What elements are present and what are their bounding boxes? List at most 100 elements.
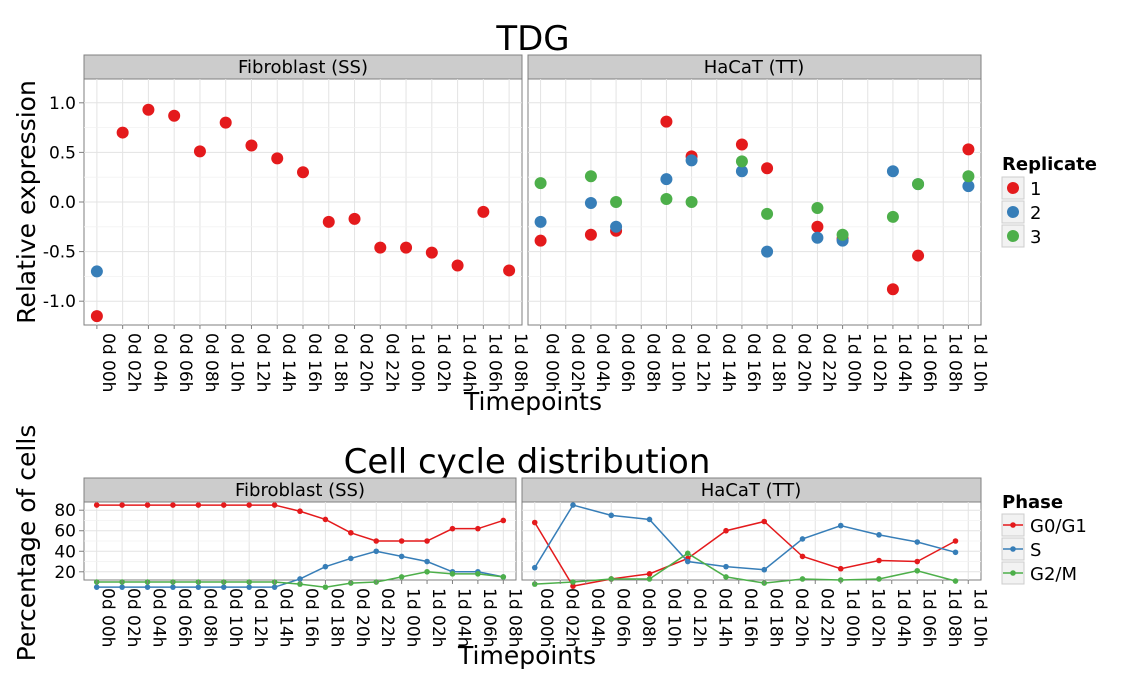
line-point-s xyxy=(93,584,100,590)
x-tick-label: 0d 00h xyxy=(98,588,118,647)
scatter-point-2 xyxy=(886,165,899,178)
scatter-point-1 xyxy=(168,109,181,122)
line-point-s xyxy=(914,539,921,545)
x-tick-label: 0d 20h xyxy=(352,588,372,647)
line-point-s xyxy=(348,555,354,562)
x-tick-label: 0d 10h xyxy=(663,588,683,647)
facet-hacat-expression: HaCaT (TT) 0d 00h 0d 02h 0d 04h 0d 06h 0d 08… xyxy=(527,54,989,392)
scatter-point-2 xyxy=(735,165,748,178)
x-tick-label: 1d 06h xyxy=(918,588,938,647)
scatter-point-3 xyxy=(811,201,824,214)
x-tick-label: 0d 06h xyxy=(612,588,632,647)
legend-label-2: 2 xyxy=(1030,203,1041,224)
x-tick-label: 1d 04h xyxy=(893,588,913,647)
scatter-point-3 xyxy=(962,170,975,183)
gridlines xyxy=(84,502,516,580)
scatter-point-2 xyxy=(962,180,975,193)
x-tick-label: 1d 04h xyxy=(453,588,473,647)
scatter-point-1 xyxy=(477,205,490,218)
x-tick-label: 1d 02h xyxy=(869,333,889,392)
facet-fibroblast-expression: Fibroblast (SS) 0d 00h 0d 02h 0d 04h 0d 06h… xyxy=(83,54,530,392)
line-point-g2-m xyxy=(322,584,329,590)
line-point-g0-g1 xyxy=(373,538,380,544)
x-tick-label: 1d 06h xyxy=(479,588,499,647)
y-tick-label: 40 xyxy=(54,542,76,562)
scatter-point-1 xyxy=(271,152,284,165)
x-tick-label: 0d 06h xyxy=(617,333,637,392)
scatter-point-1 xyxy=(219,116,232,129)
line-point-g2-m xyxy=(449,571,456,577)
line-point-s xyxy=(684,558,691,565)
line-point-g0-g1 xyxy=(322,516,329,523)
x-tick-label: 0d 12h xyxy=(252,333,272,392)
scatter-point-1 xyxy=(886,283,899,296)
line-point-s xyxy=(170,584,176,590)
x-tick-label: 0d 22h xyxy=(816,588,836,647)
scatter-point-3 xyxy=(685,196,698,208)
x-tick-label: 0d 14h xyxy=(276,588,296,647)
scatter-point-1 xyxy=(503,264,516,277)
line-point-s xyxy=(144,584,151,590)
scatter-point-1 xyxy=(534,234,547,247)
x-tick-label: 1d 06h xyxy=(919,333,939,392)
x-tick-label: 0d 18h xyxy=(768,333,788,392)
legend-swatch-point xyxy=(1007,206,1019,218)
scatter-point-2 xyxy=(811,231,824,244)
scatter-point-1 xyxy=(193,145,206,158)
x-tick-label: 0d 02h xyxy=(123,588,143,647)
scatter-point-1 xyxy=(761,162,774,175)
scatter-point-3 xyxy=(660,193,673,206)
y-axis-ticks: -1.0 -0.5 0.0 0.5 1.0 xyxy=(43,94,84,312)
x-tick-label: 0d 00h xyxy=(98,333,118,392)
x-tick-label: 0d 18h xyxy=(326,588,346,647)
line-point-g2-m xyxy=(876,576,882,582)
line-point-g0-g1 xyxy=(246,502,252,508)
scatter-point-3 xyxy=(912,178,925,191)
scatter-point-1 xyxy=(584,228,597,241)
scatter-point-3 xyxy=(534,177,547,190)
line-point-g0-g1 xyxy=(500,517,507,524)
line-point-s xyxy=(646,516,653,523)
gridlines xyxy=(528,79,981,325)
x-tick-label: 1d 00h xyxy=(407,333,427,392)
facet-hacat-cell-cycle: HaCaT (TT) 0d 00h 0d 02h 0d 04h 0d 06h 0d 08… xyxy=(521,477,989,647)
legend-label-g2-m: G2/M xyxy=(1030,564,1077,585)
cell-cycle-chart: Cell cycle distribution Fibroblast (SS) … xyxy=(12,425,1087,670)
line-point-g0-g1 xyxy=(475,525,481,532)
line-point-g2-m xyxy=(646,576,653,582)
line-point-s xyxy=(246,584,252,590)
line-point-g0-g1 xyxy=(170,502,176,508)
line-point-g2-m xyxy=(608,576,615,582)
x-tick-label: 0d 22h xyxy=(381,333,401,392)
data-points xyxy=(90,103,516,323)
line-point-s xyxy=(723,563,729,570)
line-point-g0-g1 xyxy=(531,519,538,526)
x-axis-title: Timepoints xyxy=(457,641,596,670)
x-tick-label: 0d 08h xyxy=(638,588,658,647)
line-point-g2-m xyxy=(914,567,921,574)
legend-title: Replicate xyxy=(1002,154,1097,175)
line-point-g2-m xyxy=(475,571,481,577)
x-tick-label: 1d 02h xyxy=(433,333,453,392)
line-point-g0-g1 xyxy=(646,571,653,577)
x-tick-label: 1d 08h xyxy=(944,333,964,392)
legend-label-3: 3 xyxy=(1030,227,1041,248)
x-axis-title: Timepoints xyxy=(463,387,602,416)
x-axis-ticks: 0d 00h 0d 02h 0d 04h 0d 06h 0d 08h 0d 10h 0d 1… xyxy=(96,325,530,392)
scatter-point-3 xyxy=(735,155,748,168)
x-tick-label: 0d 04h xyxy=(592,333,612,392)
line-point-g0-g1 xyxy=(570,583,576,589)
x-tick-label: 0d 00h xyxy=(536,588,556,647)
line-point-s xyxy=(761,566,768,573)
x-tick-label: 0d 04h xyxy=(149,588,169,647)
line-point-s xyxy=(952,549,959,556)
scatter-point-1 xyxy=(400,241,413,254)
x-tick-label: 0d 10h xyxy=(225,588,245,647)
scatter-point-1 xyxy=(962,143,975,156)
x-tick-label: 0d 06h xyxy=(175,333,195,392)
line-point-s xyxy=(271,584,278,590)
y-tick-label: -1.0 xyxy=(43,292,76,312)
line-point-s xyxy=(119,584,125,590)
scatter-point-1 xyxy=(297,166,309,179)
line-point-s xyxy=(799,536,806,542)
